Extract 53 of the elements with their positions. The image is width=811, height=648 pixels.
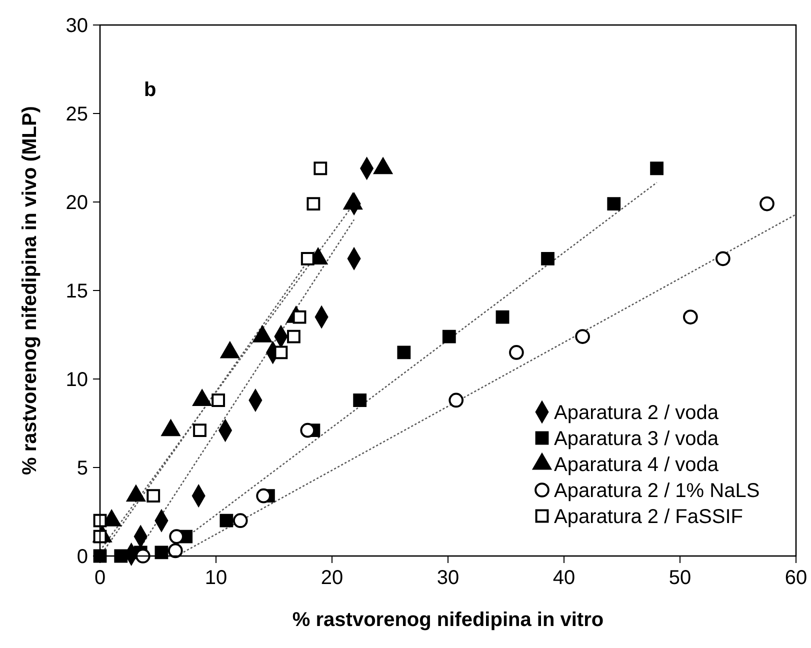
y-tick-label: 0 [76,546,88,568]
point [496,310,510,324]
legend-label: Aparatura 2 / voda [554,402,720,424]
y-axis-title: % rastvorenog nifedipina in vivo (MLP) [19,106,41,475]
legend-label: Aparatura 2 / FaSSIF [554,506,743,528]
point [650,162,664,176]
point [220,514,234,528]
x-tick-label: 20 [320,567,344,589]
y-tick-label: 10 [66,369,88,391]
y-tick-label: 25 [66,104,88,126]
point [168,543,183,558]
point [274,346,288,360]
legend-label: Aparatura 3 / voda [554,428,720,450]
point [114,549,128,563]
point [353,394,367,407]
point [448,392,464,408]
point [306,197,320,210]
y-tick-label: 5 [76,458,88,480]
y-tick-label: 15 [66,280,88,302]
point [300,252,314,266]
legend-label: Aparatura 2 / 1% NaLS [554,480,760,502]
legend-label: Aparatura 4 / voda [554,454,720,476]
point [509,345,524,360]
point [146,489,160,503]
x-tick-label: 0 [94,567,106,589]
point [397,346,411,360]
annotation: b [144,79,156,101]
point [232,513,248,528]
point [292,310,306,324]
point [212,394,226,407]
x-tick-label: 30 [436,567,460,589]
point [442,330,456,344]
x-tick-label: 40 [552,567,576,589]
x-tick-label: 60 [784,567,808,589]
y-tick-label: 20 [66,192,88,214]
point [169,529,184,544]
x-tick-label: 10 [204,567,228,589]
x-axis-title: % rastvorenog nifedipina in vitro [292,609,604,631]
point [93,514,107,528]
point [607,197,621,210]
point [541,252,554,266]
x-tick-label: 50 [668,567,692,589]
point [575,329,590,344]
point [256,488,271,504]
point [683,310,698,324]
point [135,548,150,564]
y-tick-label: 30 [66,15,88,37]
point [193,424,206,438]
point [314,162,328,176]
point [760,196,774,212]
point [300,422,316,438]
point [715,251,730,266]
point [287,330,300,344]
